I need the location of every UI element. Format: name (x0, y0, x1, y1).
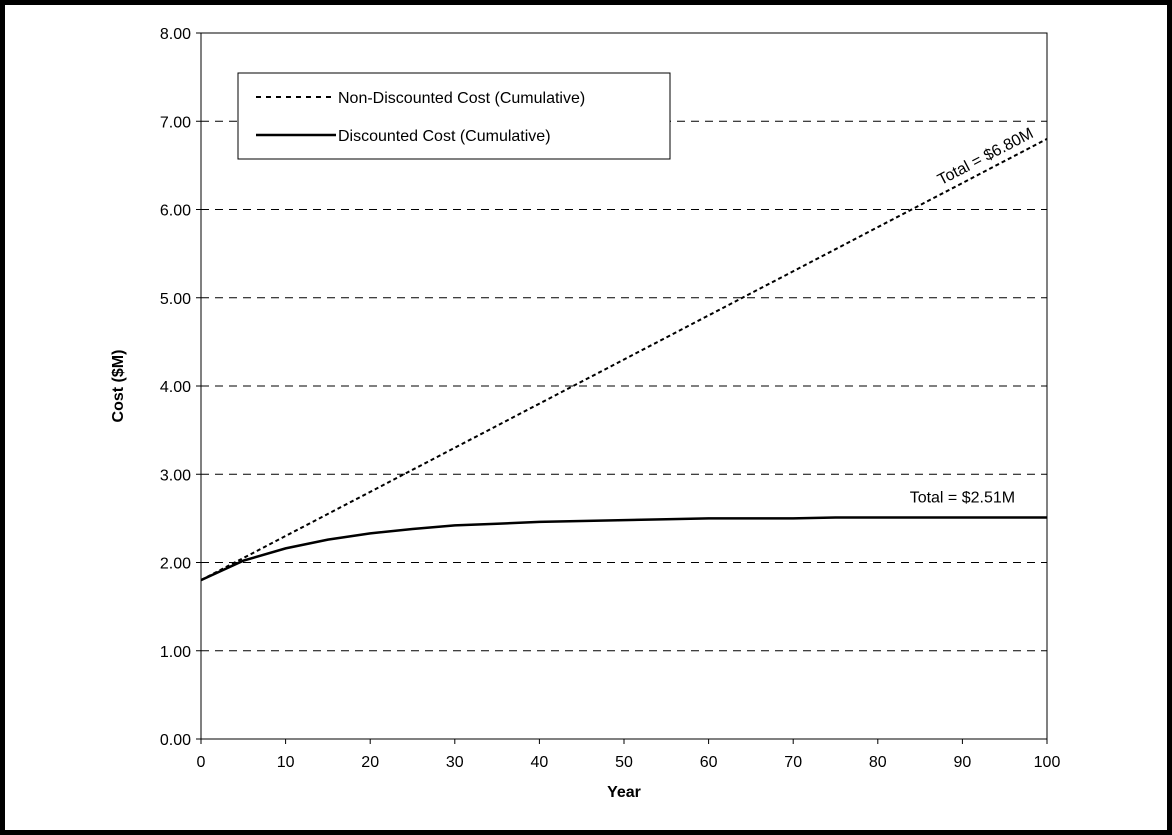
cost-chart: 0.00 1.00 2.00 3.00 4.00 5.00 6.00 7.00 8.00 0 10… (110, 26, 1061, 801)
y-tick-label: 6.00 (160, 203, 191, 220)
x-tick-label: 100 (1034, 754, 1061, 771)
annotations: Total = $6.80M Total = $2.51M (910, 125, 1037, 506)
x-tick-label: 10 (277, 754, 295, 771)
x-tick-label: 40 (531, 754, 549, 771)
series-lines (200, 138, 1048, 582)
y-tick-label: 7.00 (160, 114, 191, 131)
x-tick-label: 30 (446, 754, 464, 771)
annotation-total-non-discounted: Total = $6.80M (935, 125, 1036, 189)
legend-box (237, 72, 671, 160)
y-tick-label: 5.00 (160, 291, 191, 308)
annotation-total-discounted: Total = $2.51M (910, 489, 1015, 506)
x-tick-label: 0 (197, 754, 206, 771)
x-tick-label: 90 (954, 754, 972, 771)
legend-label-non-discounted: Non-Discounted Cost (Cumulative) (338, 90, 585, 107)
gridlines (201, 120, 1047, 652)
y-axis-ticks: 0.00 1.00 2.00 3.00 4.00 5.00 6.00 7.00 8.00 (160, 26, 201, 749)
x-tick-label: 80 (869, 754, 887, 771)
series-line-non-discounted (200, 138, 1048, 581)
x-axis-title: Year (607, 784, 641, 801)
x-axis-ticks: 0 10 20 30 40 50 60 70 80 90 100 (197, 739, 1061, 771)
y-tick-label: 3.00 (160, 467, 191, 484)
x-tick-label: 60 (700, 754, 718, 771)
y-tick-label: 1.00 (160, 644, 191, 661)
y-axis-title: Cost ($M) (110, 350, 127, 423)
y-tick-label: 4.00 (160, 379, 191, 396)
legend-label-discounted: Discounted Cost (Cumulative) (338, 128, 551, 145)
x-tick-label: 20 (361, 754, 379, 771)
y-tick-label: 8.00 (160, 26, 191, 43)
x-tick-label: 50 (615, 754, 633, 771)
series-line-discounted (200, 516, 1047, 582)
y-tick-label: 2.00 (160, 556, 191, 573)
legend: Non-Discounted Cost (Cumulative) Discoun… (237, 72, 671, 160)
y-tick-label: 0.00 (160, 732, 191, 749)
x-tick-label: 70 (784, 754, 802, 771)
